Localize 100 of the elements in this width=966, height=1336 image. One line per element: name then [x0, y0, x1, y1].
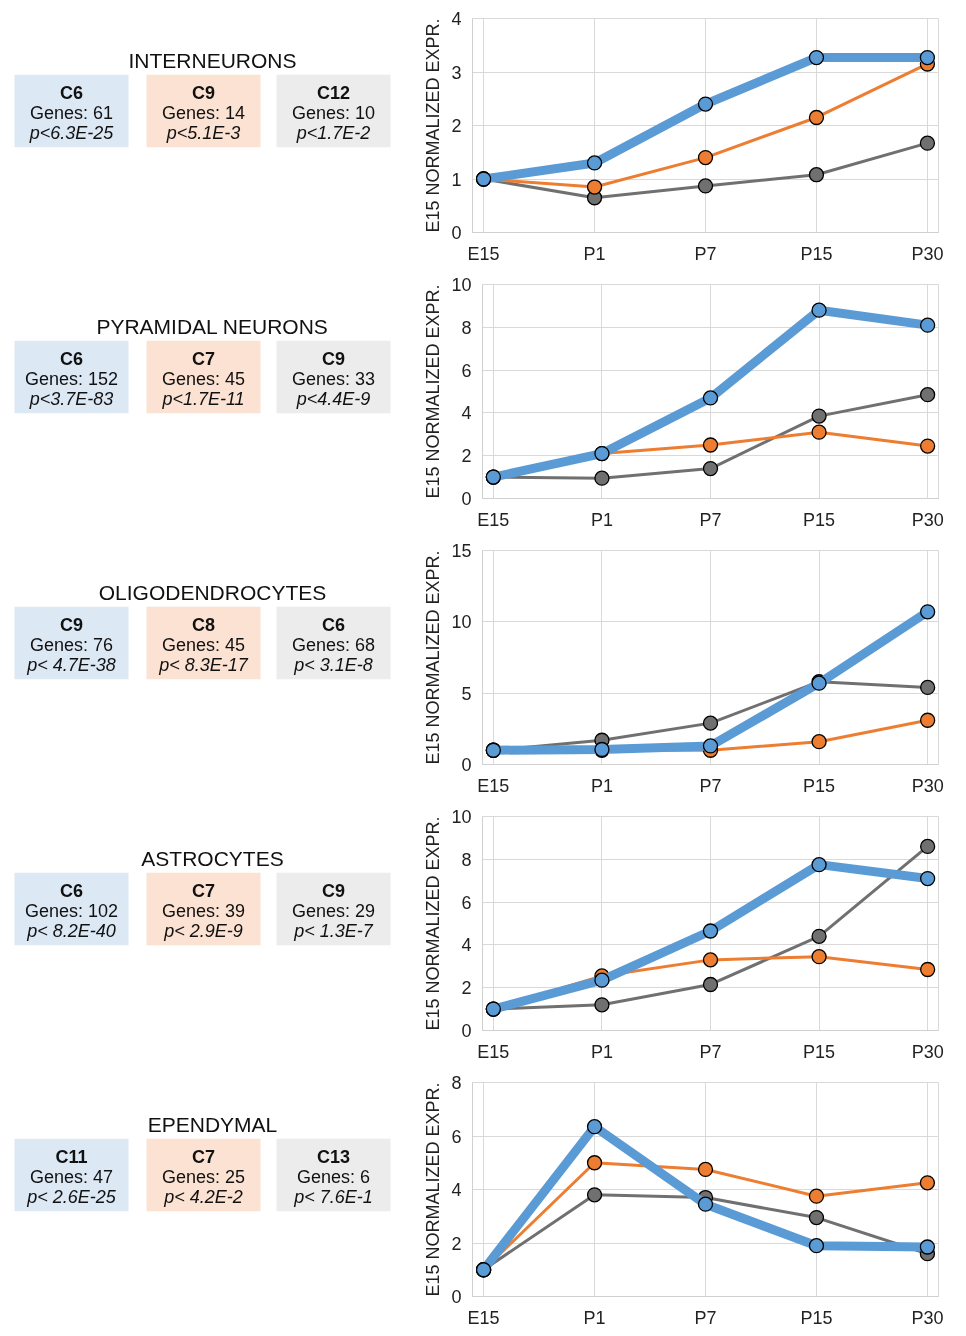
text: C6 — [60, 82, 84, 103]
y-tick-label: 2 — [461, 446, 472, 467]
point — [808, 1188, 825, 1204]
point — [594, 997, 610, 1013]
y-tick-label: 6 — [461, 360, 472, 381]
text: C13 — [316, 1146, 351, 1167]
x-tick-label: P7 — [699, 509, 722, 530]
point — [919, 135, 936, 151]
point — [586, 179, 603, 195]
point — [697, 1196, 714, 1212]
text: C9 — [192, 82, 216, 103]
x-tick-label: P30 — [911, 509, 944, 530]
point — [586, 155, 603, 171]
y-tick-label: 3 — [451, 62, 462, 83]
text: C9 — [322, 880, 346, 901]
text: Genes: 6 — [296, 1166, 371, 1187]
y-tick-label: 0 — [461, 755, 472, 775]
text: p< 3.1E-8 — [293, 654, 373, 675]
text: Genes: 25 — [161, 1166, 246, 1187]
text: C9 — [60, 614, 84, 635]
point — [811, 302, 827, 318]
text: Genes: 45 — [161, 368, 246, 389]
text: Genes: 29 — [291, 900, 376, 921]
point — [919, 438, 936, 454]
y-tick-label: 4 — [451, 1180, 462, 1200]
point — [594, 470, 610, 486]
point — [702, 952, 719, 968]
x-tick-label: E15 — [477, 775, 510, 796]
y-tick-label: 10 — [451, 807, 472, 827]
text: Genes: 68 — [291, 634, 376, 655]
y-tick-label: 0 — [461, 1021, 472, 1041]
text: Genes: 14 — [161, 102, 246, 123]
point — [919, 604, 936, 620]
point — [697, 1161, 714, 1178]
x-tick-label: P1 — [590, 509, 613, 530]
point — [811, 949, 827, 965]
x-tick-label: P15 — [803, 509, 836, 530]
y-tick-label: 5 — [461, 683, 472, 704]
text: p<4.4E-9 — [295, 388, 371, 409]
x-tick-label: P7 — [699, 1041, 722, 1062]
x-tick-label: P30 — [911, 1307, 944, 1328]
text: p<1.7E-11 — [161, 388, 245, 409]
y-tick-label: 0 — [451, 1287, 462, 1307]
point — [697, 149, 714, 166]
y-tick-label: 8 — [451, 1073, 462, 1093]
point — [702, 390, 719, 406]
text: C7 — [192, 1146, 216, 1167]
point — [919, 679, 936, 696]
point — [808, 1209, 825, 1226]
x-tick-label: E15 — [467, 243, 500, 264]
point — [811, 734, 827, 750]
y-tick-label: 2 — [451, 1233, 462, 1254]
text: p<6.3E-25 — [28, 122, 115, 143]
y-tick-label: 0 — [451, 223, 462, 243]
text: Genes: 39 — [161, 900, 246, 921]
text: p< 1.3E-7 — [293, 920, 374, 941]
y-axis-title: E15 NORMALIZED EXPR. — [423, 18, 444, 233]
point — [811, 424, 827, 440]
text: C12 — [316, 82, 351, 103]
text: C6 — [60, 880, 84, 901]
y-tick-label: 4 — [461, 403, 472, 424]
text: C7 — [192, 880, 216, 901]
x-tick-label: P1 — [590, 775, 613, 796]
text: Genes: 45 — [161, 634, 246, 655]
x-tick-label: P30 — [911, 775, 944, 796]
text: p< 7.6E-1 — [293, 1186, 373, 1207]
text: C9 — [322, 348, 346, 369]
point — [919, 1239, 936, 1255]
y-tick-label: 2 — [451, 116, 462, 136]
point — [702, 976, 719, 993]
point — [697, 96, 714, 112]
point — [702, 715, 719, 731]
text: Genes: 47 — [29, 1166, 114, 1187]
y-tick-label: 2 — [461, 978, 472, 999]
x-tick-label: P30 — [911, 1041, 944, 1062]
point — [808, 109, 825, 126]
point — [919, 387, 936, 403]
x-tick-label: E15 — [467, 1307, 500, 1328]
text: C7 — [192, 348, 216, 369]
point — [808, 49, 825, 66]
y-tick-label: 15 — [451, 541, 472, 561]
point — [808, 167, 825, 183]
x-tick-label: P7 — [699, 775, 722, 796]
point — [586, 1187, 603, 1203]
y-tick-label: 4 — [451, 9, 462, 29]
text: p< 2.6E-25 — [26, 1186, 117, 1207]
text: C11 — [55, 1146, 88, 1167]
point — [702, 923, 719, 939]
point — [919, 317, 936, 333]
text: INTERNEURONS — [128, 48, 297, 72]
x-tick-label: E15 — [477, 1041, 510, 1062]
point — [586, 1155, 603, 1171]
y-tick-label: 10 — [451, 275, 472, 295]
point — [702, 738, 719, 754]
text: OLIGODENDROCYTES — [98, 580, 327, 604]
text: Genes: 10 — [291, 102, 376, 123]
x-tick-label: P7 — [694, 243, 717, 264]
text: p<5.1E-3 — [165, 122, 241, 143]
x-tick-label: P15 — [800, 243, 833, 264]
point — [811, 408, 827, 424]
